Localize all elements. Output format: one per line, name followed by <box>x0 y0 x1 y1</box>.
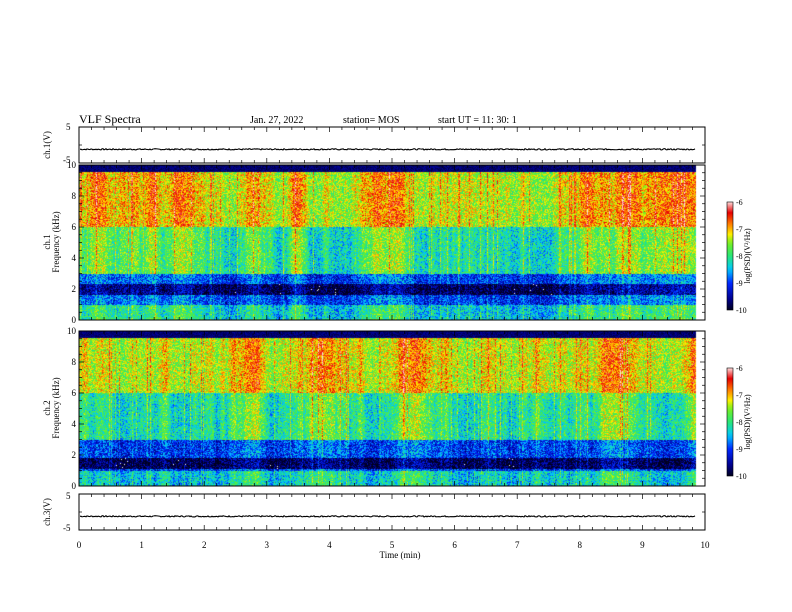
ch1-colorbar-ticks: -6 -7 -8 -9 -10 <box>736 198 747 315</box>
figure-title: VLF Spectra <box>79 112 141 126</box>
ch1-spectrogram-image <box>79 165 705 320</box>
ch1-ytick-4: 4 <box>72 253 77 263</box>
ch2-ytick-8: 8 <box>72 357 77 367</box>
date-label: Jan. 27, 2022 <box>250 115 303 126</box>
start-ut-label: start UT = 11: 30: 1 <box>438 115 517 126</box>
ch1-waveform-frame <box>78 126 706 164</box>
ch1-frequency-label: Frequency (kHz) <box>51 211 61 272</box>
waveform-line <box>79 147 696 151</box>
xtick-6: 6 <box>452 540 457 550</box>
xtick-3: 3 <box>265 540 270 550</box>
ch2-cbar-tick-m9: -9 <box>736 445 743 454</box>
xtick-4: 4 <box>327 540 332 550</box>
ch3-ytick-top: 5 <box>66 491 71 501</box>
ch2-colorbar <box>727 368 733 476</box>
xtick-2: 2 <box>202 540 207 550</box>
ch1-colorbar <box>727 202 733 310</box>
ch1-ytick-0: 0 <box>72 315 77 325</box>
ch1-ytick-top: 5 <box>66 122 71 132</box>
station-label: station= MOS <box>343 115 399 126</box>
ch1-cbar-tick-m6: -6 <box>736 198 743 207</box>
ch1-cbar-tick-m10: -10 <box>736 306 747 315</box>
ch2-frequency-label: Frequency (kHz) <box>51 377 61 438</box>
ch2-spectrogram-panel: 0 2 4 6 8 10 ch.2 Frequency (kHz) -6 -7 … <box>42 326 752 491</box>
ch3-waveform-ylabel: ch.3(V) <box>42 498 52 526</box>
ch1-spectrogram-ticks <box>78 164 706 321</box>
ch1-ytick-2: 2 <box>72 284 77 294</box>
ch2-ytick-4: 4 <box>72 419 77 429</box>
ch1-waveform-panel: 5 -5 ch.1(V) <box>42 122 706 165</box>
ch2-cbar-tick-m8: -8 <box>736 418 743 427</box>
ch1-waveform-trace <box>79 147 696 151</box>
ch1-ytick-6: 6 <box>72 222 77 232</box>
time-axis-label: Time (min) <box>380 550 421 560</box>
ch2-channel-label: ch.2 <box>42 400 52 415</box>
ch1-ytick-10: 10 <box>67 160 77 170</box>
xtick-1: 1 <box>139 540 144 550</box>
xtick-10: 10 <box>701 540 711 550</box>
ch1-cbar-tick-m8: -8 <box>736 252 743 261</box>
time-axis-tick-labels: 0 1 2 3 4 5 6 7 8 9 10 <box>77 540 710 550</box>
ch3-ytick-bottom: -5 <box>63 523 71 533</box>
ch2-ytick-6: 6 <box>72 388 77 398</box>
ch3-waveform-ticks <box>78 493 706 531</box>
ch2-cbar-tick-m10: -10 <box>736 472 747 481</box>
ch2-ytick-10: 10 <box>67 326 77 336</box>
waveform-line <box>79 514 696 518</box>
xtick-7: 7 <box>515 540 520 550</box>
ch1-ytick-bottom: -5 <box>63 155 71 165</box>
ch3-waveform-panel: 5 -5 ch.3(V) <box>42 491 706 533</box>
ch2-colorbar-ticks: -6 -7 -8 -9 -10 <box>736 364 747 481</box>
ch2-ytick-2: 2 <box>72 450 77 460</box>
ch1-colorbar-label: log(PSD)(V²/Hz) <box>743 228 752 284</box>
ch3-waveform-trace <box>79 514 696 518</box>
ch3-waveform-frame <box>78 493 706 531</box>
ch1-spectrogram-panel: 0 2 4 6 8 10 ch.1 Frequency (kHz) -6 -7 … <box>42 160 752 325</box>
ch1-waveform-ticks <box>78 126 706 164</box>
ch2-colorbar-label: log(PSD)(V²/Hz) <box>743 394 752 450</box>
ch2-colorbar-frame <box>726 367 734 477</box>
ch1-cbar-tick-m9: -9 <box>736 279 743 288</box>
ch2-ytick-0: 0 <box>72 481 77 491</box>
ch1-channel-label: ch.1 <box>42 234 52 249</box>
xtick-0: 0 <box>77 540 82 550</box>
ch1-ytick-8: 8 <box>72 191 77 201</box>
ch2-spectrogram-ytick-labels: 0 2 4 6 8 10 <box>67 326 77 491</box>
xtick-5: 5 <box>390 540 395 550</box>
xtick-8: 8 <box>578 540 583 550</box>
ch1-spectrogram-ytick-labels: 0 2 4 6 8 10 <box>67 160 77 325</box>
ch2-cbar-tick-m6: -6 <box>736 364 743 373</box>
ch1-waveform-ylabel: ch.1(V) <box>42 131 52 159</box>
ch2-spectrogram-ticks <box>78 330 706 487</box>
ch1-cbar-tick-m7: -7 <box>736 225 743 234</box>
xtick-9: 9 <box>640 540 645 550</box>
ch2-cbar-tick-m7: -7 <box>736 391 743 400</box>
ch2-spectrogram-image <box>79 331 705 486</box>
ch1-colorbar-frame <box>726 201 734 311</box>
